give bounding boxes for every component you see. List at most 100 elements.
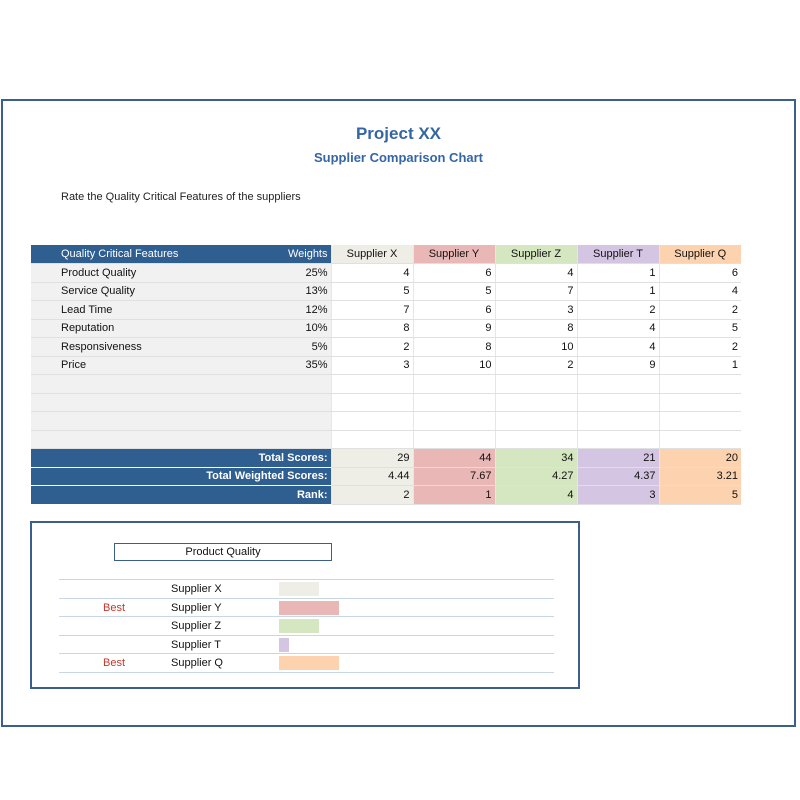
score-cell[interactable]	[658, 393, 741, 412]
report-frame: Project XX Supplier Comparison Chart Rat…	[1, 99, 796, 727]
score-cell[interactable]: 10	[412, 356, 495, 375]
score-cell[interactable]	[658, 430, 741, 449]
score-cell[interactable]: 1	[576, 282, 659, 301]
score-cell[interactable]	[412, 393, 495, 412]
score-cell[interactable]: 8	[412, 337, 495, 357]
header-supplier-z[interactable]: Supplier Z	[494, 245, 577, 264]
panel-row: Supplier X	[59, 579, 554, 598]
score-cell[interactable]: 4	[330, 263, 413, 283]
total-weighted-scores-label: Total Weighted Scores:	[31, 467, 331, 486]
weight-cell[interactable]	[251, 374, 331, 394]
score-cell[interactable]: 2	[494, 356, 577, 375]
score-cell[interactable]: 7	[330, 300, 413, 320]
total-scores-value: 20	[658, 448, 741, 468]
feature-cell[interactable]	[31, 374, 251, 394]
score-cell[interactable]: 2	[658, 337, 741, 357]
score-cell[interactable]	[494, 374, 577, 394]
score-cell[interactable]: 4	[576, 319, 659, 338]
score-cell[interactable]	[330, 393, 413, 412]
feature-selector[interactable]: Product Quality	[114, 543, 332, 561]
weight-cell[interactable]	[251, 411, 331, 431]
table-row: Product Quality 25% 4 6 4 1 6	[31, 263, 741, 283]
score-cell[interactable]: 10	[494, 337, 577, 357]
score-cell[interactable]	[494, 430, 577, 449]
weight-cell[interactable]	[251, 393, 331, 412]
score-cell[interactable]: 1	[658, 356, 741, 375]
score-cell[interactable]: 6	[412, 263, 495, 283]
weight-cell[interactable]: 25%	[251, 263, 331, 283]
empty-row	[31, 393, 741, 412]
weight-cell[interactable]: 10%	[251, 319, 331, 338]
score-cell[interactable]	[576, 411, 659, 431]
feature-cell[interactable]: Reputation	[31, 319, 251, 338]
feature-cell[interactable]	[31, 430, 251, 449]
total-weighted-scores-value: 4.37	[576, 467, 659, 486]
feature-cell[interactable]	[31, 411, 251, 431]
table-row: Price 35% 3 10 2 9 1	[31, 356, 741, 375]
score-cell[interactable]: 4	[658, 282, 741, 301]
score-cell[interactable]: 5	[658, 319, 741, 338]
panel-supplier-name: Supplier Q	[171, 657, 223, 669]
score-cell[interactable]: 2	[576, 300, 659, 320]
panel-bar	[279, 582, 319, 596]
panel-bar	[279, 656, 339, 670]
weight-cell[interactable]: 5%	[251, 337, 331, 357]
score-cell[interactable]	[412, 411, 495, 431]
score-cell[interactable]: 5	[412, 282, 495, 301]
total-weighted-scores-value: 7.67	[412, 467, 495, 486]
weight-cell[interactable]: 13%	[251, 282, 331, 301]
weight-cell[interactable]: 35%	[251, 356, 331, 375]
best-badge: Best	[103, 601, 126, 614]
score-cell[interactable]: 8	[494, 319, 577, 338]
feature-cell[interactable]: Price	[31, 356, 251, 375]
total-weighted-scores-value: 4.27	[494, 467, 577, 486]
score-cell[interactable]	[330, 374, 413, 394]
score-cell[interactable]	[658, 411, 741, 431]
score-cell[interactable]: 8	[330, 319, 413, 338]
score-cell[interactable]	[412, 430, 495, 449]
score-cell[interactable]	[576, 393, 659, 412]
weight-cell[interactable]: 12%	[251, 300, 331, 320]
score-cell[interactable]: 7	[494, 282, 577, 301]
feature-cell[interactable]: Service Quality	[31, 282, 251, 301]
score-cell[interactable]	[494, 393, 577, 412]
feature-cell[interactable]: Lead Time	[31, 300, 251, 320]
score-cell[interactable]	[412, 374, 495, 394]
score-cell[interactable]: 9	[576, 356, 659, 375]
score-cell[interactable]	[330, 430, 413, 449]
page-subtitle: Supplier Comparison Chart	[313, 150, 484, 165]
score-cell[interactable]	[576, 374, 659, 394]
score-cell[interactable]: 3	[494, 300, 577, 320]
header-supplier-q[interactable]: Supplier Q	[658, 245, 741, 264]
score-cell[interactable]	[330, 411, 413, 431]
total-weighted-scores-row: Total Weighted Scores: 4.44 7.67 4.27 4.37 3.…	[31, 467, 741, 486]
header-supplier-x[interactable]: Supplier X	[330, 245, 413, 264]
panel-row: Best Supplier Y	[59, 597, 554, 617]
rank-label: Rank:	[31, 485, 331, 505]
header-supplier-t[interactable]: Supplier T	[576, 245, 659, 264]
table-row: Service Quality 13% 5 5 7 1 4	[31, 282, 741, 301]
weight-cell[interactable]	[251, 430, 331, 449]
score-cell[interactable]	[576, 430, 659, 449]
score-cell[interactable]: 4	[494, 263, 577, 283]
table-row: Responsiveness 5% 2 8 10 4 2	[31, 337, 741, 357]
score-cell[interactable]: 2	[658, 300, 741, 320]
feature-cell[interactable]: Product Quality	[31, 263, 251, 283]
feature-cell[interactable]: Responsiveness	[31, 337, 251, 357]
table-header-row: Quality Critical Features Weights Suppli…	[31, 245, 741, 264]
score-cell[interactable]	[494, 411, 577, 431]
score-cell[interactable]: 1	[576, 263, 659, 283]
score-cell[interactable]: 6	[412, 300, 495, 320]
score-cell[interactable]	[658, 374, 741, 394]
score-cell[interactable]: 9	[412, 319, 495, 338]
comparison-table: Quality Critical Features Weights Suppli…	[31, 245, 741, 505]
panel-row: Supplier Z	[59, 616, 554, 635]
feature-cell[interactable]	[31, 393, 251, 412]
score-cell[interactable]: 5	[330, 282, 413, 301]
header-supplier-y[interactable]: Supplier Y	[412, 245, 495, 264]
score-cell[interactable]: 2	[330, 337, 413, 357]
score-cell[interactable]: 3	[330, 356, 413, 375]
panel-supplier-name: Supplier X	[171, 583, 222, 595]
score-cell[interactable]: 6	[658, 263, 741, 283]
score-cell[interactable]: 4	[576, 337, 659, 357]
